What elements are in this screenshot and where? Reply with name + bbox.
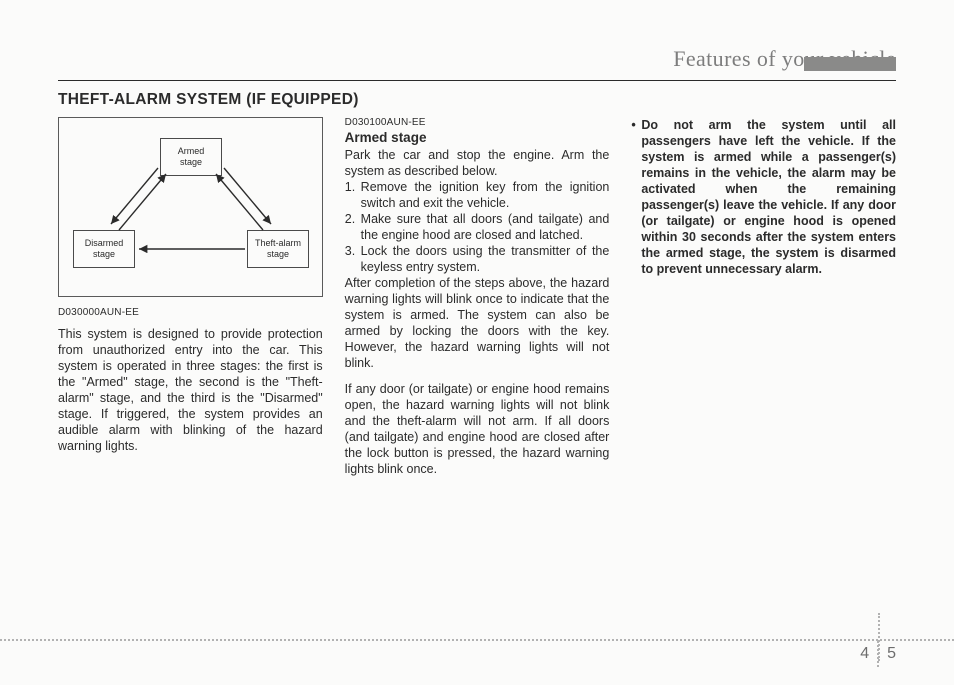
header-rule — [58, 80, 896, 81]
armed-stage-steps: Remove the ignition key from the ignitio… — [345, 179, 610, 275]
footer-dotted-rule — [0, 639, 954, 641]
header-row: Features of your vehicle — [58, 46, 896, 74]
armed-stage-heading: Armed stage — [345, 130, 610, 145]
chapter-number: 4 — [860, 645, 869, 663]
page-number-value: 5 — [887, 645, 896, 663]
list-item: Remove the ignition key from the ignitio… — [359, 179, 610, 211]
armed-stage-lead: Park the car and stop the engine. Arm th… — [345, 147, 610, 179]
column-3: • Do not arm the system until all passen… — [631, 117, 896, 477]
col1-intro: This system is designed to provide prote… — [58, 326, 323, 454]
list-item: Lock the doors using the transmitter of … — [359, 243, 610, 275]
figure-code-1: D030000AUN-EE — [58, 307, 323, 318]
header-shade-bar — [804, 57, 896, 71]
content-columns: Armed stage Disarmed stage Theft-alarm s… — [58, 117, 896, 477]
page-number-vert-sep — [878, 613, 880, 661]
bullet-dot: • — [631, 117, 641, 277]
stage-diagram: Armed stage Disarmed stage Theft-alarm s… — [58, 117, 323, 297]
column-2: D030100AUN-EE Armed stage Park the car a… — [345, 117, 610, 477]
figure-code-2: D030100AUN-EE — [345, 117, 610, 128]
armed-stage-after: After completion of the steps above, the… — [345, 275, 610, 371]
page: Features of your vehicle THEFT-ALARM SYS… — [0, 0, 954, 685]
page-title: THEFT-ALARM SYSTEM (IF EQUIPPED) — [58, 91, 896, 109]
column-1: Armed stage Disarmed stage Theft-alarm s… — [58, 117, 323, 477]
warning-bullet: • Do not arm the system until all passen… — [631, 117, 896, 277]
diagram-arrows-svg — [59, 118, 324, 298]
page-number: 4 5 — [860, 641, 896, 667]
warning-text: Do not arm the system until all passenge… — [641, 117, 896, 277]
armed-stage-after2: If any door (or tailgate) or engine hood… — [345, 381, 610, 477]
list-item: Make sure that all doors (and tailgate) … — [359, 211, 610, 243]
